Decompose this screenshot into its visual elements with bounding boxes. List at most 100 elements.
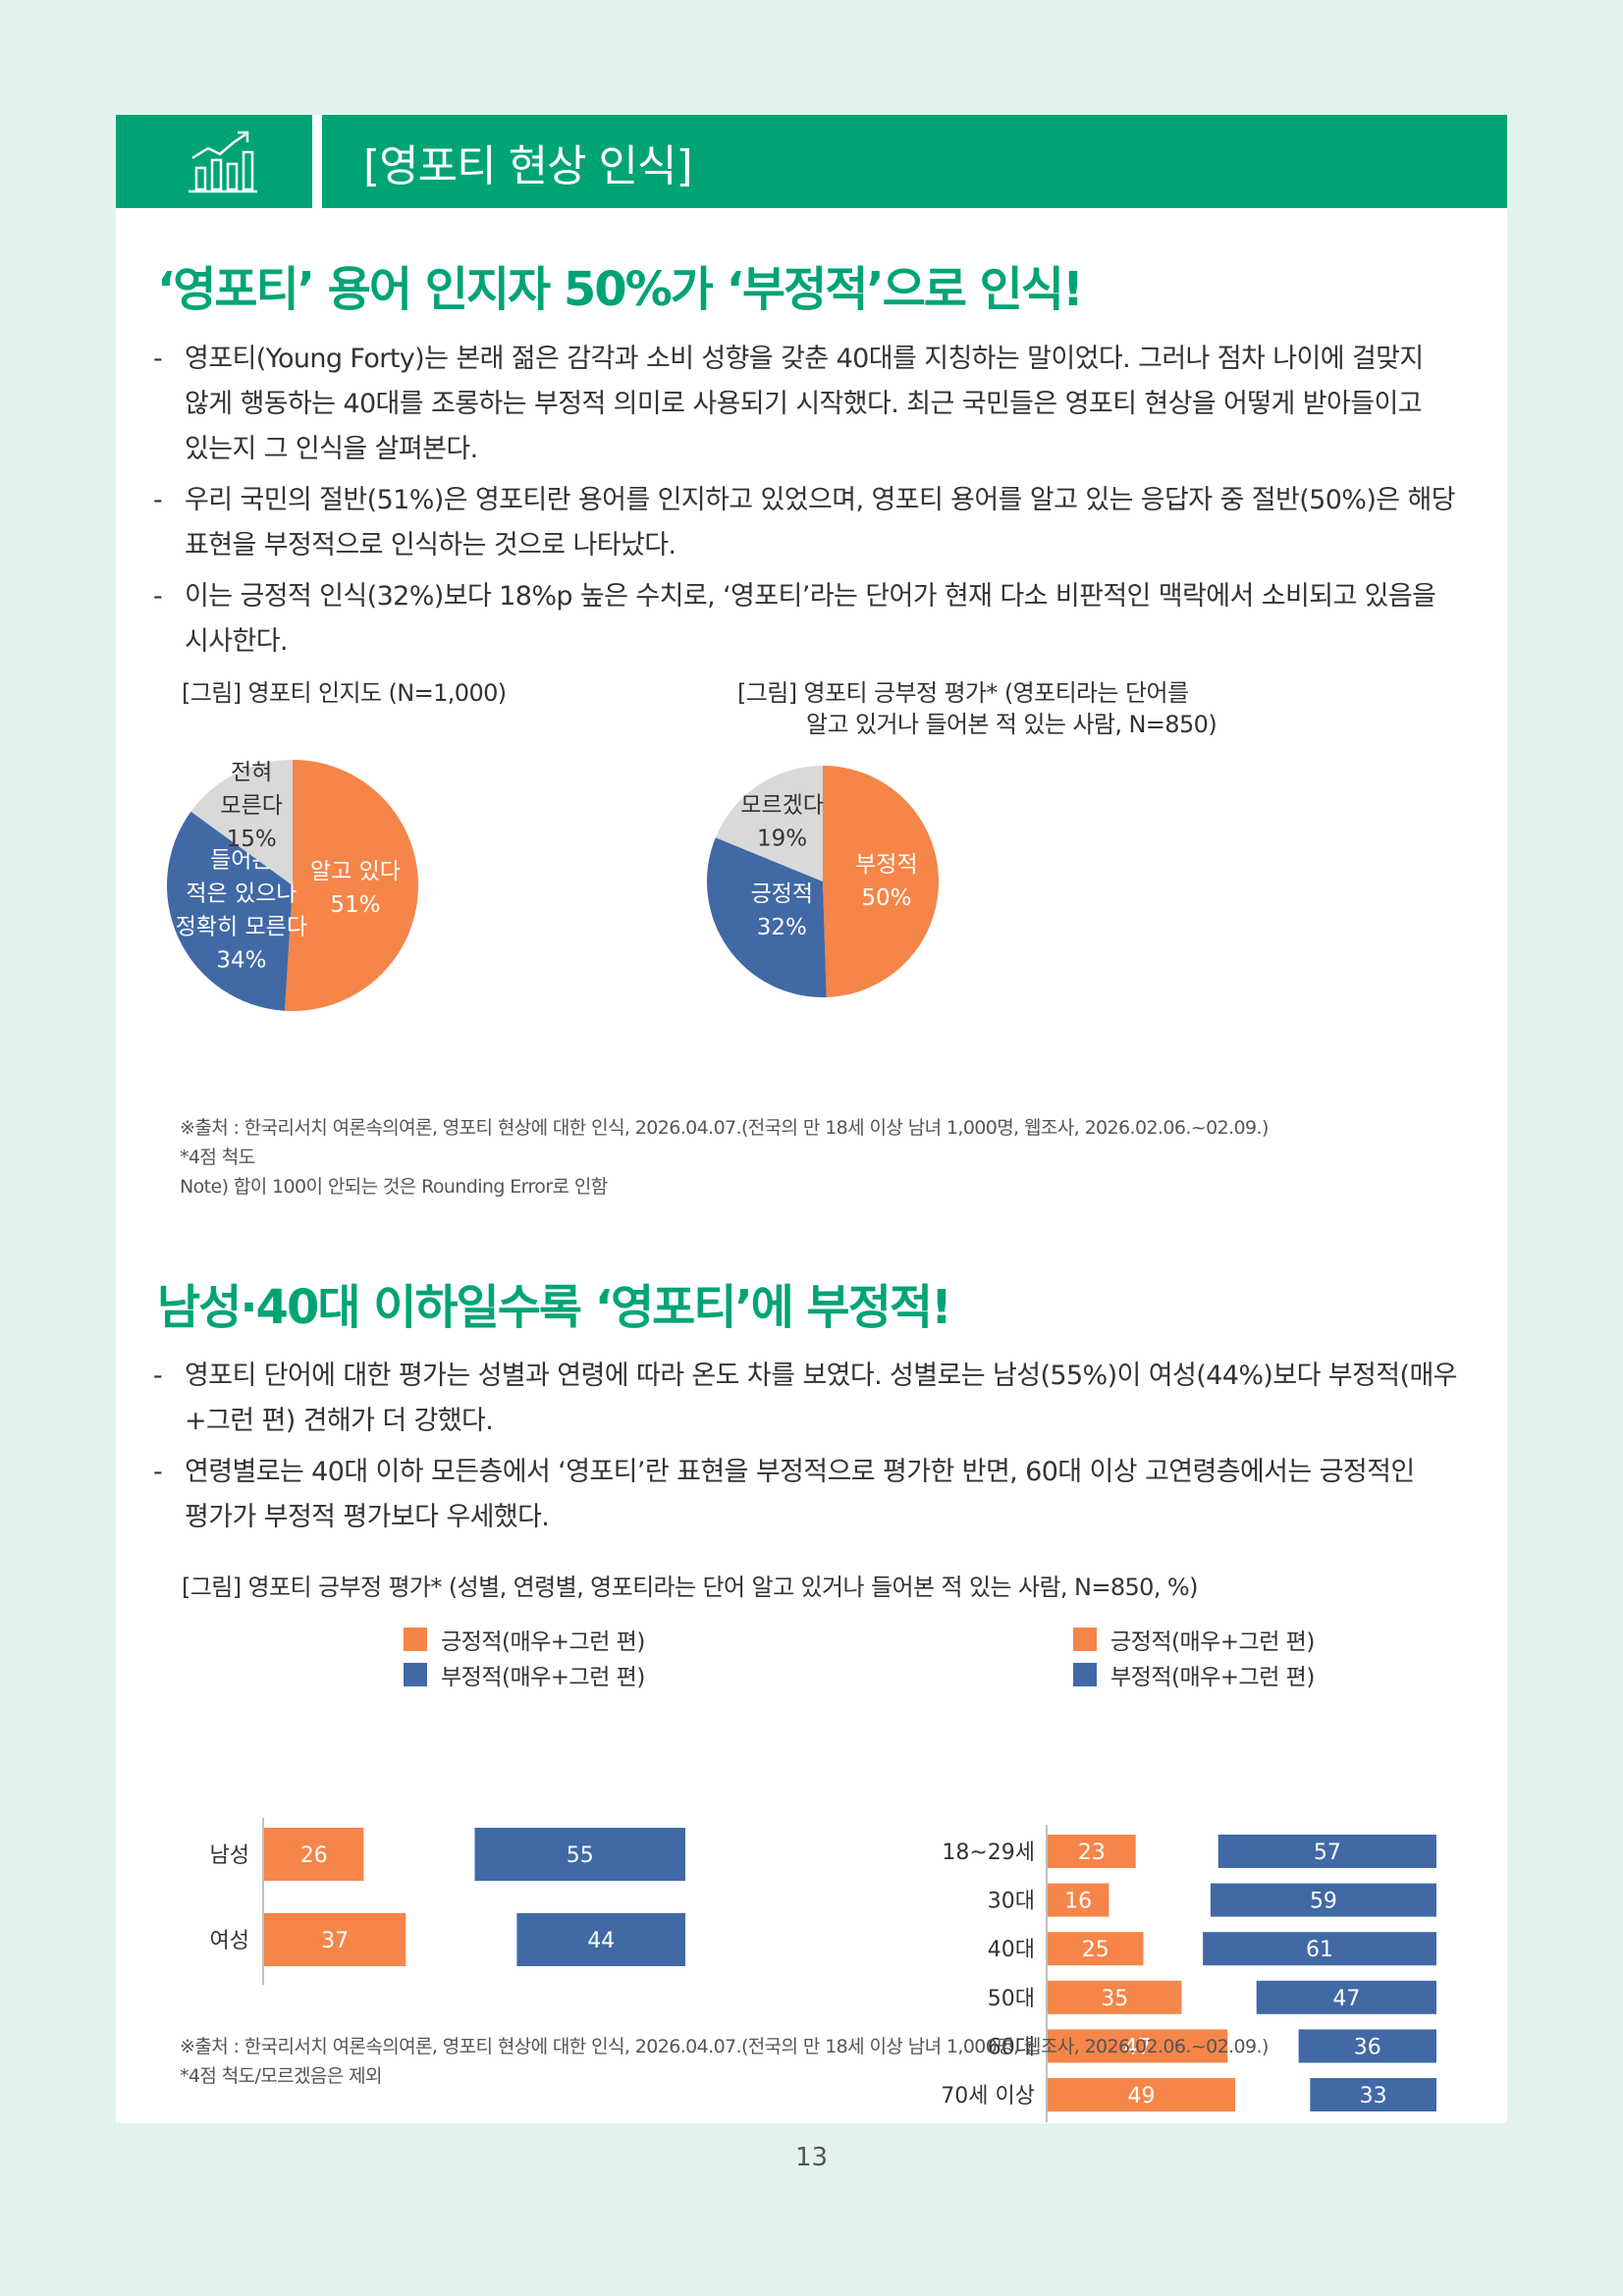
- bar-chart-gender: 남성 26 55 여성 37 44: [210, 1818, 685, 1985]
- bar-positive-value: 23: [1078, 1841, 1106, 1865]
- pie-slice-label: 51%: [330, 892, 380, 918]
- pie-slice: [707, 837, 827, 997]
- pie-slice-label: 부정적: [855, 852, 917, 878]
- bar-negative-value: 59: [1310, 1890, 1337, 1914]
- pie-chart-evaluation: 부정적 50% 긍정적 32% 모르겠다 19%: [707, 766, 940, 997]
- bar-positive-value: 49: [1128, 2084, 1156, 2109]
- bar-positive: [264, 1828, 364, 1881]
- bar-negative: [1217, 1835, 1436, 1868]
- bar-positive-value: 35: [1101, 1987, 1128, 2011]
- section1-rounding-note: Note) 합이 100이 안되는 것은 Rounding Error로 인함: [180, 1176, 608, 1198]
- section1-bullet-2: 우리 국민의 절반(51%)은 영포티란 용어를 인지하고 있었으며, 영포티 …: [153, 478, 1474, 568]
- category-label: 40대: [988, 1938, 1035, 1962]
- pie-slice-label: 모른다: [220, 793, 282, 819]
- bar-positive: [1048, 1980, 1182, 2014]
- bar-positive-value: 25: [1082, 1938, 1109, 1962]
- header-bar: [영포티 현상 인식]: [322, 115, 1507, 208]
- pie-slice-label: 50%: [861, 885, 911, 911]
- legend-swatch-negative: [1073, 1663, 1097, 1686]
- bar-positive-value: 26: [300, 1843, 328, 1868]
- category-label: 여성: [210, 1929, 249, 1953]
- section1-bullets: 영포티(Young Forty)는 본래 젊은 감각과 소비 성향을 갖춘 40…: [153, 337, 1474, 665]
- pie-slice-label: 전혀: [231, 760, 272, 785]
- bar-negative-value: 33: [1360, 2084, 1387, 2109]
- header-icon-box: [116, 115, 312, 208]
- figure2-caption-line2: 알고 있거나 들어본 적 있는 사람, N=850): [806, 711, 1217, 738]
- section1-source-note: ※출처 : 한국리서치 여론속의여론, 영포티 현상에 대한 인식, 2026.…: [180, 1117, 1269, 1139]
- pie-slice-label: 15%: [227, 827, 277, 852]
- pie-slice: [715, 766, 823, 881]
- legend-item-positive: 긍정적(매우+그런 편): [1073, 1622, 1315, 1657]
- category-label: 30대: [988, 1890, 1035, 1914]
- category-label: 60대: [988, 2035, 1035, 2059]
- section-header: [영포티 현상 인식]: [116, 115, 1507, 208]
- pie-slice-label: 알고 있다: [310, 859, 401, 884]
- category-label: 50대: [988, 1987, 1035, 2011]
- pie-slice: [284, 760, 418, 1011]
- pie-slice-label: 34%: [216, 948, 266, 974]
- figure2-caption-line1: [그림] 영포티 긍부정 평가* (영포티라는 단어를: [737, 679, 1189, 707]
- pie-slice: [823, 766, 940, 997]
- bar-positive: [1048, 1835, 1136, 1868]
- figure3-caption: [그림] 영포티 긍부정 평가* (성별, 연령별, 영포티라는 단어 알고 있…: [182, 1574, 1198, 1601]
- bar-negative-value: 61: [1306, 1938, 1333, 1962]
- bar-positive-value: 37: [321, 1929, 349, 1953]
- section1-bullet-3: 이는 긍정적 인식(32%)보다 18%p 높은 수치로, ‘영포티’라는 단어…: [153, 574, 1474, 665]
- pie-slice: [190, 760, 293, 885]
- legend-item-negative: 부정적(매우+그런 편): [1073, 1657, 1315, 1692]
- bar-chart-age: 18~29세 23 57 30대 16 59 40대 25 61 50대 35 47 60대 47 36 70…: [941, 1825, 1436, 2122]
- pie-slice-label: 정확히 모른다: [176, 915, 307, 940]
- bar-positive: [1048, 2078, 1236, 2111]
- bar-negative: [1310, 2078, 1436, 2111]
- legend-item-positive: 긍정적(매우+그런 편): [404, 1622, 645, 1657]
- header-title: [영포티 현상 인식]: [363, 141, 693, 191]
- bar-negative-value: 47: [1332, 1987, 1360, 2011]
- report-page: [영포티 현상 인식] ‘영포티’ 용어 인지자 50%가 ‘부정적’으로 인식…: [116, 115, 1507, 2123]
- section2-bullet-2: 연령별로는 40대 이하 모든층에서 ‘영포티’란 표현을 부정적으로 평가한 …: [153, 1450, 1474, 1540]
- bar-negative-value: 57: [1314, 1841, 1341, 1865]
- bar-negative: [516, 1913, 685, 1966]
- section1-scale-note: *4점 척도: [180, 1147, 255, 1168]
- pie-slice-label: 적은 있으나: [186, 881, 297, 907]
- figure1-caption: [그림] 영포티 인지도 (N=1,000): [182, 679, 507, 707]
- legend-swatch-positive: [404, 1628, 427, 1651]
- bar-negative: [1210, 1883, 1436, 1917]
- legend-label-positive: 긍정적(매우+그런 편): [1110, 1629, 1315, 1655]
- pie-slice-label: 19%: [757, 826, 807, 851]
- bar-negative-value: 44: [587, 1929, 615, 1953]
- bar-positive: [1048, 2029, 1228, 2063]
- category-label: 18~29세: [942, 1841, 1035, 1865]
- section1-bullet-1: 영포티(Young Forty)는 본래 젊은 감각과 소비 성향을 갖춘 40…: [153, 337, 1474, 472]
- legend-label-positive: 긍정적(매우+그런 편): [441, 1629, 645, 1655]
- pie-slice-label: 모르겠다: [740, 792, 824, 818]
- bar-negative-value: 55: [567, 1843, 594, 1868]
- gender-chart-legend: 긍정적(매우+그런 편) 부정적(매우+그런 편): [404, 1622, 645, 1692]
- age-chart-legend: 긍정적(매우+그런 편) 부정적(매우+그런 편): [1073, 1622, 1315, 1692]
- category-label: 남성: [210, 1843, 249, 1868]
- legend-swatch-positive: [1073, 1628, 1097, 1651]
- page-number: 13: [794, 2143, 829, 2172]
- section2-bullet-1: 영포티 단어에 대한 평가는 성별과 연령에 따라 온도 차를 보였다. 성별로…: [153, 1354, 1474, 1444]
- bar-negative: [474, 1828, 685, 1881]
- bar-negative: [1298, 2029, 1436, 2063]
- section2-bullets: 영포티 단어에 대한 평가는 성별과 연령에 따라 온도 차를 보였다. 성별로…: [153, 1354, 1474, 1540]
- legend-item-negative: 부정적(매우+그런 편): [404, 1657, 645, 1692]
- bar-chart-growth-icon: [189, 131, 257, 193]
- bar-positive-value: 16: [1064, 1890, 1092, 1914]
- section2-title: 남성·40대 이하일수록 ‘영포티’에 부정적!: [157, 1280, 952, 1335]
- pie-slice: [167, 811, 293, 1011]
- bar-negative: [1203, 1932, 1436, 1966]
- bar-negative-value: 36: [1354, 2035, 1381, 2059]
- category-label: 70세 이상: [941, 2084, 1035, 2109]
- bar-negative: [1256, 1980, 1436, 2014]
- bar-positive: [1048, 1883, 1109, 1917]
- section2-source-note: ※출처 : 한국리서치 여론속의여론, 영포티 현상에 대한 인식, 2026.…: [180, 2036, 1269, 2057]
- bar-positive: [1048, 1932, 1144, 1966]
- legend-swatch-negative: [404, 1663, 427, 1686]
- section1-title: ‘영포티’ 용어 인지자 50%가 ‘부정적’으로 인식!: [157, 262, 1084, 317]
- bar-positive-value: 47: [1124, 2035, 1152, 2059]
- bar-positive: [264, 1913, 406, 1966]
- pie-slice-label: 32%: [757, 915, 807, 940]
- legend-label-negative: 부정적(매우+그런 편): [441, 1665, 645, 1690]
